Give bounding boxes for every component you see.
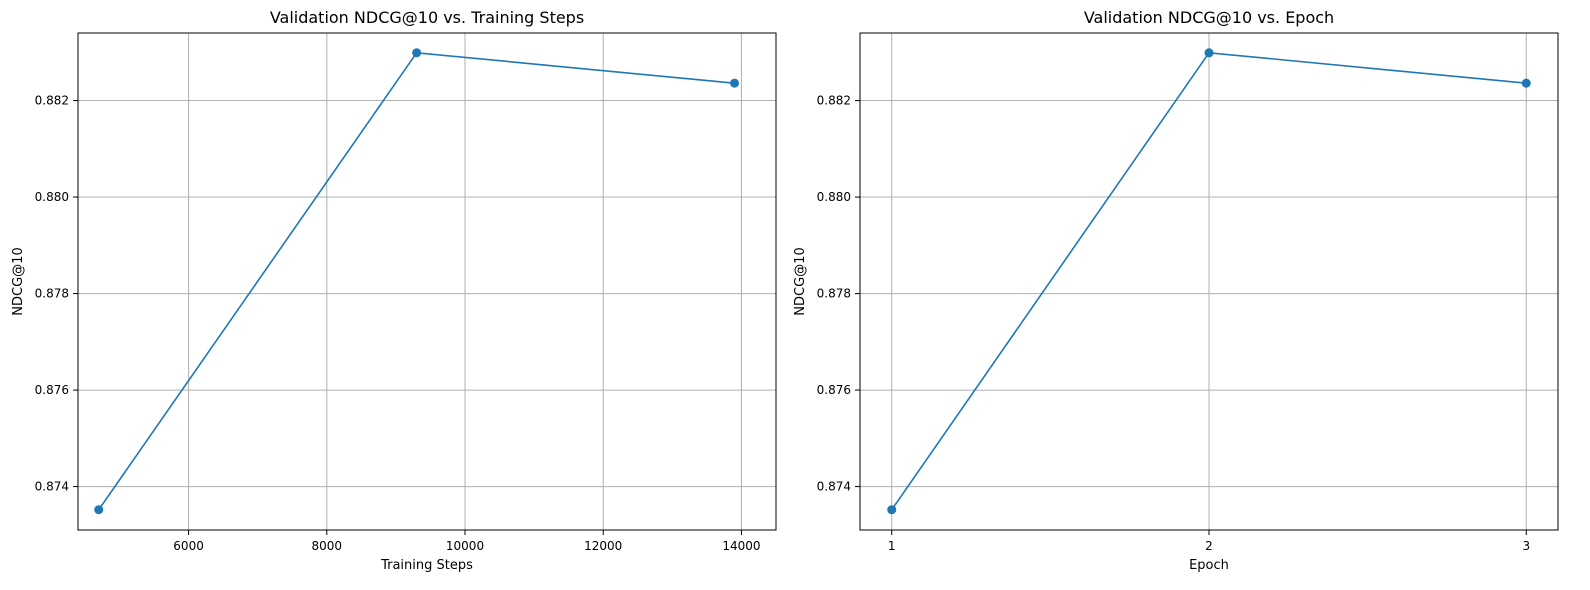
x-tick-label: 3: [1522, 539, 1530, 553]
chart-epoch: 1 2 3 0.874 0.876 0.878 0.880 0.882 Validation N…: [793, 8, 1559, 573]
y-axis-label: NDCG@10: [11, 247, 26, 315]
axes-frame: [77, 32, 777, 531]
chart-title: Validation NDCG@10 vs. Training Steps: [270, 8, 584, 27]
x-axis-label: Training Steps: [380, 558, 473, 573]
data-point: [1204, 48, 1214, 58]
y-tick-label: 0.882: [35, 94, 69, 108]
y-tick-label: 0.878: [35, 287, 69, 301]
data-point: [412, 48, 422, 58]
y-tick-label: 0.874: [35, 480, 69, 494]
x-tick-label: 8000: [312, 539, 343, 553]
chart-title: Validation NDCG@10 vs. Epoch: [1084, 8, 1334, 27]
series-line: [98, 51, 735, 511]
y-tick-label: 0.876: [35, 383, 69, 397]
y-tick-label: 0.876: [817, 383, 851, 397]
y-tick-label: 0.880: [817, 190, 851, 204]
x-tick-label: 10000: [446, 539, 484, 553]
data-point: [94, 505, 104, 515]
y-tick-label: 0.874: [817, 480, 851, 494]
y-tick-label: 0.882: [817, 94, 851, 108]
chart-training-steps: 6000 8000 10000 12000 14000 0.874 0.876 0.878 0.…: [11, 8, 777, 573]
x-axis-label: Epoch: [1189, 558, 1229, 573]
data-point: [730, 78, 740, 88]
x-tick-label: 6000: [173, 539, 204, 553]
data-point: [1521, 78, 1531, 88]
x-tick-label: 12000: [584, 539, 622, 553]
x-tick-label: 1: [888, 539, 896, 553]
y-tick-label: 0.880: [35, 190, 69, 204]
y-axis-label: NDCG@10: [793, 247, 808, 315]
data-point: [887, 505, 897, 515]
x-tick-label: 2: [1205, 539, 1213, 553]
y-tick-label: 0.878: [817, 287, 851, 301]
x-tick-label: 14000: [722, 539, 760, 553]
